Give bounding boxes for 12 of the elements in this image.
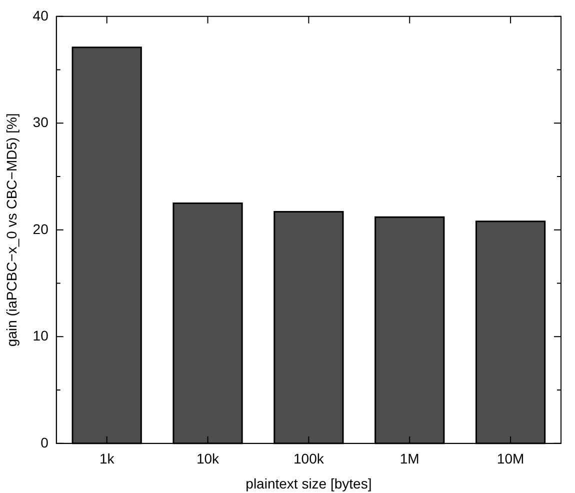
y-tick-label: 0: [40, 434, 49, 450]
x-tick-label: 10k: [196, 450, 220, 467]
y-tick-label: 40: [32, 7, 49, 24]
x-axis-title: plaintext size [bytes]: [246, 475, 372, 492]
x-tick-label: 10M: [496, 450, 524, 467]
x-tick-label: 1M: [400, 450, 420, 467]
y-axis-title: gain (iaPCBC−x_0 vs CBC−MD5) [%]: [3, 113, 20, 347]
y-tick-label: 10: [32, 328, 49, 344]
y-tick-label: 20: [32, 220, 49, 237]
x-tick-label: 100k: [294, 450, 325, 467]
x-tick-label: 1k: [99, 450, 116, 467]
y-tick-label: 30: [32, 114, 49, 130]
